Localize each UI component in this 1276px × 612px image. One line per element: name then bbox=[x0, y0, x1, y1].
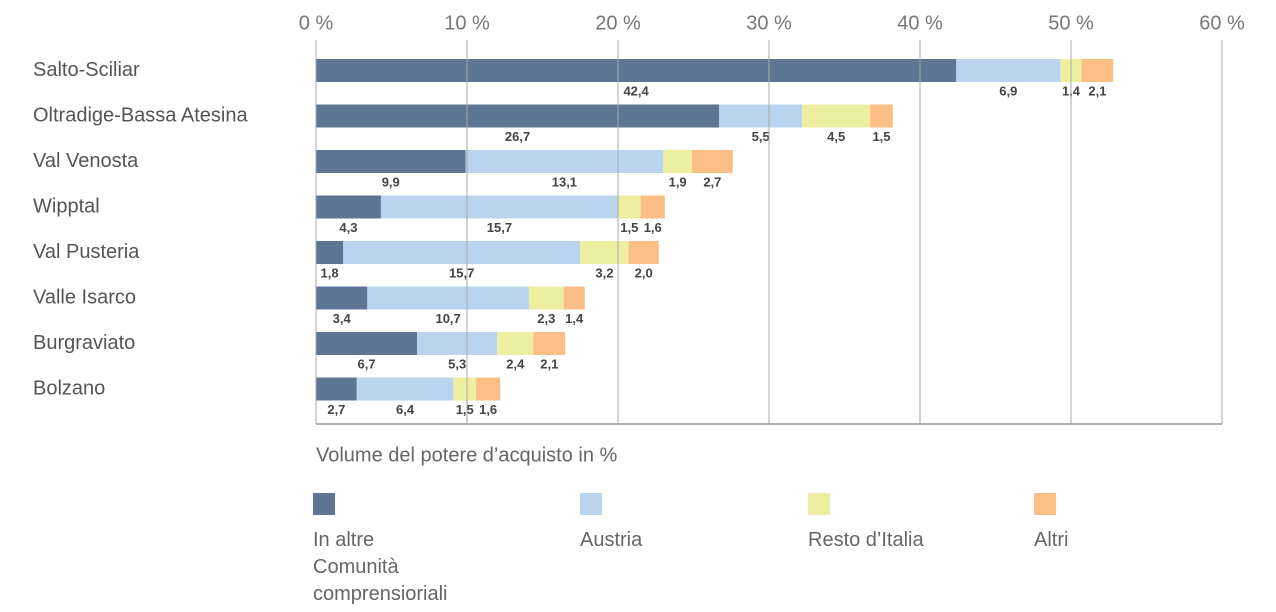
value-label: 1,6 bbox=[644, 220, 662, 235]
bar-segment bbox=[618, 195, 641, 219]
category-label: Wipptal bbox=[33, 195, 100, 217]
bar-segment bbox=[465, 150, 664, 173]
legend-label: Austria bbox=[580, 529, 643, 551]
legend-swatch bbox=[808, 493, 830, 515]
x-tick-label: 10 % bbox=[444, 12, 490, 34]
bar-segment bbox=[691, 150, 733, 173]
chart: Volume del potere d’acquisto in % Salto-… bbox=[33, 12, 1245, 466]
value-label: 13,1 bbox=[552, 174, 577, 189]
value-label: 5,3 bbox=[448, 356, 466, 371]
value-label: 4,3 bbox=[339, 220, 357, 235]
value-label: 1,8 bbox=[321, 265, 339, 280]
value-label: 10,7 bbox=[435, 311, 460, 326]
value-label: 26,7 bbox=[505, 129, 530, 144]
bar-segment bbox=[956, 59, 1061, 82]
x-tick-label: 30 % bbox=[746, 12, 792, 34]
bar-segment bbox=[453, 377, 477, 401]
bar-segment bbox=[316, 59, 957, 82]
bar-segment bbox=[316, 332, 418, 355]
category-label: Valle Isarco bbox=[33, 286, 136, 308]
bar-segment bbox=[870, 104, 893, 128]
bar-segment bbox=[380, 195, 618, 219]
bar-segment bbox=[563, 286, 585, 310]
bar-segment bbox=[417, 332, 498, 355]
bar-segment bbox=[533, 332, 566, 355]
x-tick-label: 60 % bbox=[1199, 12, 1245, 34]
value-label: 9,9 bbox=[382, 174, 400, 189]
value-label: 5,5 bbox=[752, 129, 770, 144]
value-label: 6,7 bbox=[358, 356, 376, 371]
legend-item: Austria bbox=[580, 493, 780, 554]
bar-segment bbox=[497, 332, 534, 355]
value-label: 1,6 bbox=[479, 402, 497, 417]
value-label: 2,3 bbox=[537, 311, 555, 326]
legend-label: Altri bbox=[1034, 529, 1069, 551]
x-tick-label: 0 % bbox=[299, 12, 334, 34]
value-label: 3,2 bbox=[595, 265, 613, 280]
legend-label: In altre Comunità comprensioriali bbox=[313, 529, 448, 605]
category-label: Val Venosta bbox=[33, 150, 139, 172]
legend-item: Altri bbox=[1034, 493, 1234, 554]
legend-item: Resto d’Italia bbox=[808, 493, 1008, 554]
bar-segment bbox=[316, 241, 344, 264]
value-label: 1,9 bbox=[669, 174, 687, 189]
legend-swatch bbox=[313, 493, 335, 515]
category-label: Val Pusteria bbox=[33, 241, 140, 263]
value-label: 1,4 bbox=[565, 311, 584, 326]
bar-segment bbox=[580, 241, 629, 264]
value-label: 15,7 bbox=[449, 265, 474, 280]
value-label: 2,7 bbox=[703, 174, 721, 189]
bar-segment bbox=[628, 241, 659, 264]
bar-segment bbox=[1081, 59, 1114, 82]
category-label: Salto-Sciliar bbox=[33, 59, 140, 81]
bar-segment bbox=[640, 195, 665, 219]
legend-item: In altre Comunità comprensioriali bbox=[313, 493, 448, 608]
value-label: 2,4 bbox=[506, 356, 525, 371]
bar-segment bbox=[316, 195, 381, 219]
bar-segment bbox=[528, 286, 564, 310]
value-label: 15,7 bbox=[487, 220, 512, 235]
bar-segment bbox=[356, 377, 454, 401]
bar-segment bbox=[316, 104, 720, 128]
bar-segment bbox=[802, 104, 871, 128]
legend-label: Resto d’Italia bbox=[808, 529, 924, 551]
value-label: 1,5 bbox=[872, 129, 890, 144]
value-label: 2,0 bbox=[635, 265, 653, 280]
legend-swatch bbox=[580, 493, 602, 515]
value-label: 3,4 bbox=[333, 311, 352, 326]
value-label: 1,5 bbox=[620, 220, 638, 235]
value-label: 2,1 bbox=[1088, 83, 1106, 98]
x-axis-label: Volume del potere d’acquisto in % bbox=[316, 444, 618, 466]
x-tick-label: 40 % bbox=[897, 12, 943, 34]
x-tick-label: 20 % bbox=[595, 12, 641, 34]
value-label: 4,5 bbox=[827, 129, 845, 144]
legend-swatch bbox=[1034, 493, 1056, 515]
value-label: 2,7 bbox=[327, 402, 345, 417]
value-label: 42,4 bbox=[623, 83, 649, 98]
category-label: Bolzano bbox=[33, 377, 105, 399]
bar-segment bbox=[663, 150, 692, 173]
value-label: 6,4 bbox=[396, 402, 415, 417]
category-label: Burgraviato bbox=[33, 332, 135, 354]
value-label: 1,5 bbox=[456, 402, 474, 417]
bar-segment bbox=[343, 241, 581, 264]
x-tick-label: 50 % bbox=[1048, 12, 1094, 34]
bar-segment bbox=[316, 286, 368, 310]
bar-segment bbox=[476, 377, 501, 401]
category-label: Oltradige-Bassa Atesina bbox=[33, 104, 248, 126]
value-label: 6,9 bbox=[999, 83, 1017, 98]
bar-segment bbox=[316, 377, 357, 401]
bar-segment bbox=[316, 150, 466, 173]
bar-segment bbox=[367, 286, 529, 310]
bar-segment bbox=[719, 104, 803, 128]
value-label: 2,1 bbox=[540, 356, 558, 371]
